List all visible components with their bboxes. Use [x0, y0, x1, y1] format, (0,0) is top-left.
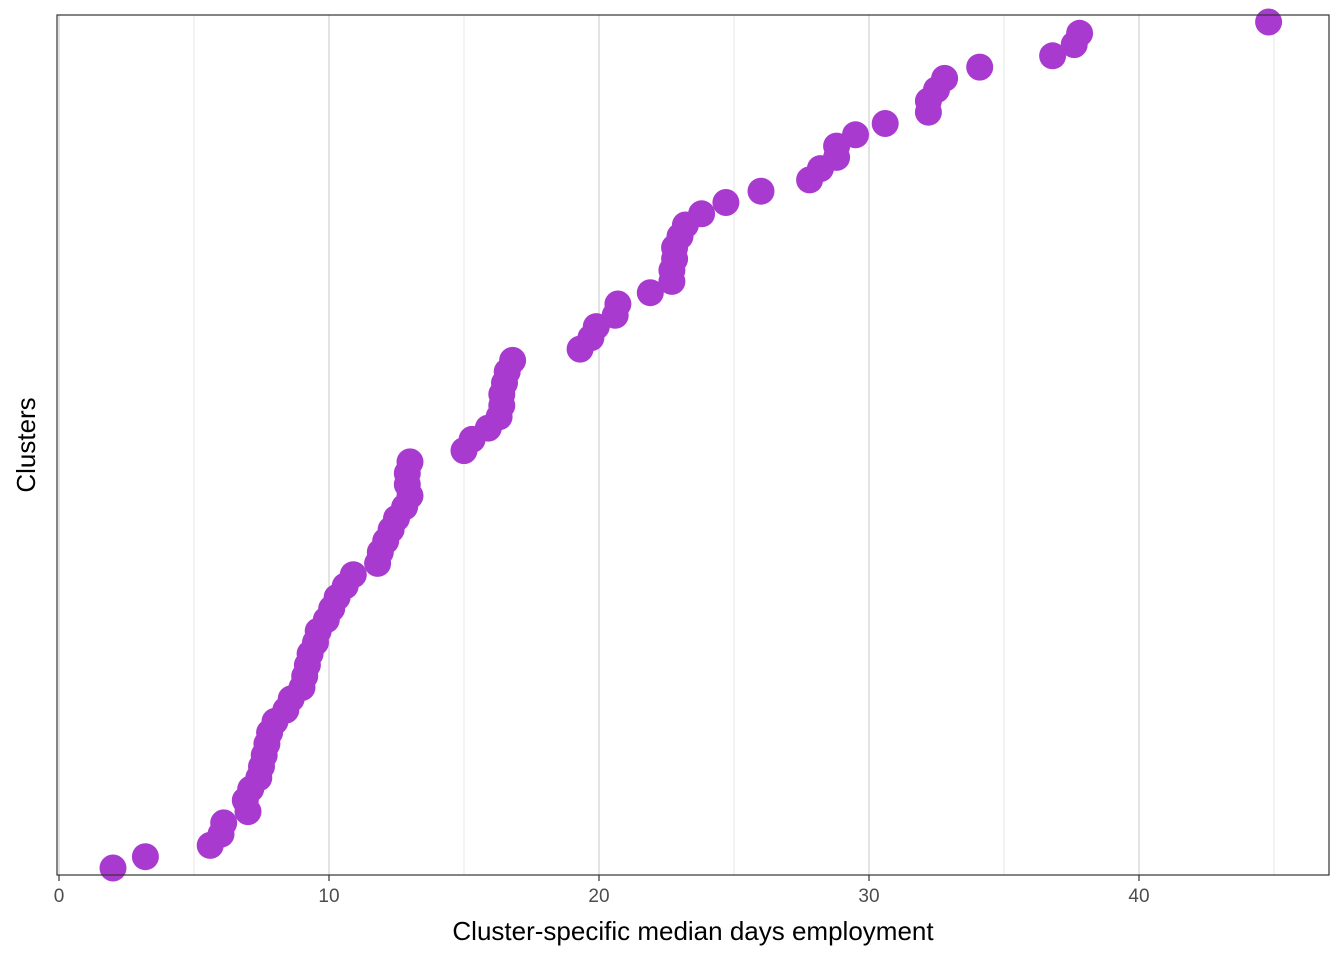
- data-point: [99, 854, 127, 882]
- x-tick-label: 30: [858, 886, 879, 907]
- data-point: [396, 448, 424, 476]
- data-points: [99, 8, 1283, 882]
- data-point: [339, 561, 367, 589]
- data-point: [1039, 42, 1067, 70]
- data-point: [636, 279, 664, 307]
- data-point: [712, 189, 740, 216]
- data-point: [1255, 8, 1283, 36]
- data-point: [966, 53, 994, 81]
- x-tick-label: 20: [588, 886, 609, 907]
- data-point: [131, 843, 159, 871]
- gridlines: [58, 15, 1275, 875]
- data-point: [1066, 19, 1094, 47]
- data-point: [604, 290, 632, 318]
- x-axis-ticks: 0 10 20 30 40: [54, 875, 1150, 907]
- data-point: [871, 110, 899, 137]
- data-point: [931, 64, 959, 92]
- plot-panel-border: [56, 14, 1330, 876]
- data-point: [842, 121, 869, 149]
- data-point: [688, 200, 716, 228]
- x-axis-title: Cluster-specific median days employment: [452, 916, 934, 946]
- data-point: [747, 177, 775, 205]
- data-point: [499, 346, 527, 374]
- x-tick-label: 0: [54, 886, 65, 907]
- data-point: [210, 809, 238, 837]
- x-tick-label: 40: [1128, 886, 1149, 907]
- x-tick-label: 10: [318, 886, 339, 907]
- y-axis-title: Clusters: [11, 397, 41, 492]
